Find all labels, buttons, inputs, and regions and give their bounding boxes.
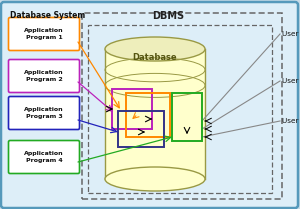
Text: Database: Database bbox=[133, 53, 177, 62]
FancyBboxPatch shape bbox=[8, 140, 80, 173]
Bar bbox=[112, 89, 152, 129]
Bar bbox=[88, 25, 272, 193]
Text: User 1: User 1 bbox=[282, 31, 300, 37]
Text: User 3: User 3 bbox=[282, 118, 300, 124]
Bar bbox=[126, 93, 170, 137]
Bar bbox=[118, 111, 164, 147]
Ellipse shape bbox=[105, 167, 205, 191]
Bar bbox=[105, 49, 205, 179]
Text: User 2: User 2 bbox=[282, 78, 300, 84]
FancyBboxPatch shape bbox=[8, 97, 80, 130]
FancyBboxPatch shape bbox=[8, 18, 80, 51]
Bar bbox=[82, 13, 282, 199]
FancyBboxPatch shape bbox=[8, 60, 80, 93]
Bar bbox=[172, 93, 202, 141]
Text: Application
Program 1: Application Program 1 bbox=[24, 28, 64, 40]
Ellipse shape bbox=[105, 37, 205, 61]
Text: Database System: Database System bbox=[10, 11, 85, 20]
Text: Application
Program 3: Application Program 3 bbox=[24, 107, 64, 119]
FancyBboxPatch shape bbox=[1, 2, 298, 208]
Text: Application
Program 2: Application Program 2 bbox=[24, 70, 64, 82]
Text: DBMS: DBMS bbox=[152, 11, 184, 21]
Text: Application
Program 4: Application Program 4 bbox=[24, 151, 64, 163]
